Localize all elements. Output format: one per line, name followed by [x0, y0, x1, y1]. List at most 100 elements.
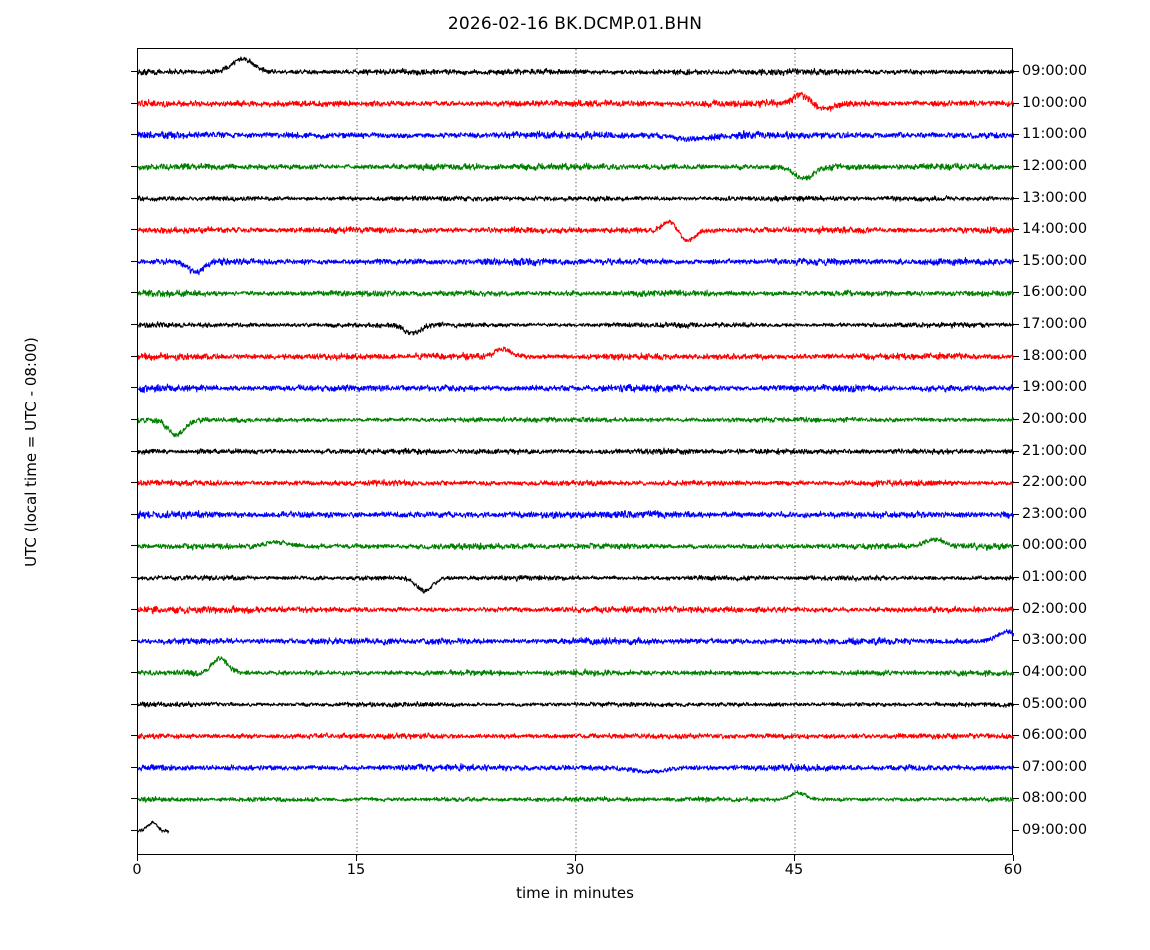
- y-axis-right-tick-mark: [1013, 830, 1019, 832]
- waveform-trace: [138, 447, 1014, 456]
- y-axis-right-tick-label: 14:00:00: [1022, 221, 1088, 238]
- y-axis-left-tick-mark: [131, 418, 137, 420]
- y-axis-right-tick-label: 09:00:00: [1022, 822, 1088, 838]
- waveform-trace: [138, 655, 1014, 677]
- y-axis-left-tick-mark: [131, 197, 137, 199]
- x-axis-tick-label: 30: [565, 862, 585, 878]
- waveform-trace: [138, 820, 170, 834]
- y-axis-right-tick-mark: [1013, 134, 1019, 136]
- waveform-trace: [138, 219, 1014, 243]
- y-axis-right-tick-mark: [1013, 197, 1019, 199]
- chart-title: 2026-02-16 BK.DCMP.01.BHN: [447, 14, 703, 34]
- waveform-trace: [138, 56, 1014, 77]
- y-axis-right-tick-label: 07:00:00: [1022, 758, 1088, 775]
- y-axis-right-tick-label: 21:00:00: [1022, 442, 1088, 459]
- waveform-trace: [138, 700, 1014, 708]
- y-axis-right-tick-label: 12:00:00: [1022, 157, 1088, 174]
- waveform-trace: [138, 732, 1014, 740]
- y-axis-right-tick-mark: [1013, 482, 1019, 484]
- y-axis-left-tick-mark: [131, 71, 137, 73]
- waveform-trace: [138, 790, 1014, 803]
- y-axis-left-tick-mark: [131, 671, 137, 673]
- waveform-trace: [138, 321, 1014, 336]
- waveform-trace: [138, 509, 1014, 520]
- plot-area: [137, 48, 1014, 856]
- x-axis-tick-label: 45: [784, 862, 804, 878]
- y-axis-right-tick-label: 04:00:00: [1022, 663, 1088, 680]
- y-axis-right-tick-mark: [1013, 292, 1019, 294]
- y-axis-right-tick-label: 03:00:00: [1022, 632, 1088, 649]
- y-axis-left-tick-mark: [131, 165, 137, 167]
- y-axis-left-tick-mark: [131, 545, 137, 547]
- y-axis-right-tick-mark: [1013, 355, 1019, 357]
- y-axis-left-tick-mark: [131, 640, 137, 642]
- y-axis-right-tick-mark: [1013, 229, 1019, 231]
- y-axis-right-tick-mark: [1013, 577, 1019, 579]
- y-axis-right-tick-label: 10:00:00: [1022, 94, 1088, 111]
- waveform-trace: [138, 346, 1014, 362]
- y-axis-right-tick-mark: [1013, 798, 1019, 800]
- y-axis-right-tick-label: 23:00:00: [1022, 505, 1088, 522]
- x-axis-tick-label: 0: [132, 862, 142, 878]
- waveform-trace: [138, 130, 1014, 143]
- x-axis-tick-mark: [356, 855, 358, 861]
- x-axis-tick-mark: [575, 855, 577, 861]
- waveform-trace: [138, 478, 1014, 488]
- y-axis-right-tick-mark: [1013, 640, 1019, 642]
- y-axis-right-tick-mark: [1013, 735, 1019, 737]
- y-axis-left-tick-mark: [131, 703, 137, 705]
- y-axis-right-tick-label: 13:00:00: [1022, 189, 1088, 206]
- y-axis-right-tick-label: 11:00:00: [1022, 126, 1088, 143]
- y-axis-left-tick-mark: [131, 292, 137, 294]
- y-axis-label: UTC (local time = UTC - 08:00): [22, 337, 40, 567]
- waveform-trace: [138, 162, 1014, 181]
- y-axis-left-tick-mark: [131, 260, 137, 262]
- y-axis-left-tick-mark: [131, 608, 137, 610]
- y-axis-right-tick-label: 00:00:00: [1022, 537, 1088, 554]
- y-axis-right-tick-label: 15:00:00: [1022, 252, 1088, 269]
- y-axis-right-tick-mark: [1013, 671, 1019, 673]
- y-axis-right-tick-mark: [1013, 260, 1019, 262]
- y-axis-right-tick-label: 18:00:00: [1022, 347, 1088, 364]
- y-axis-right-tick-label: 22:00:00: [1022, 474, 1088, 491]
- waveform-trace: [138, 574, 1014, 594]
- y-axis-left-tick-mark: [131, 355, 137, 357]
- y-axis-right-tick-mark: [1013, 418, 1019, 420]
- y-axis-right-tick-label: 20:00:00: [1022, 410, 1088, 427]
- y-axis-right-tick-mark: [1013, 766, 1019, 768]
- y-axis-left-tick-mark: [131, 830, 137, 832]
- waveform-trace: [138, 537, 1014, 551]
- y-axis-right-tick-mark: [1013, 165, 1019, 167]
- waveform-trace: [138, 416, 1014, 438]
- y-axis-left-tick-mark: [131, 798, 137, 800]
- y-axis-right-tick-mark: [1013, 608, 1019, 610]
- y-axis-right-tick-label: 19:00:00: [1022, 379, 1088, 396]
- y-axis-right-tick-mark: [1013, 545, 1019, 547]
- y-axis-left-tick-mark: [131, 450, 137, 452]
- x-axis-tick-mark: [137, 855, 139, 861]
- y-axis-right-tick-label: 01:00:00: [1022, 569, 1088, 585]
- waveform-trace: [138, 383, 1014, 394]
- y-axis-right-tick-label: 06:00:00: [1022, 727, 1088, 744]
- y-axis-left-tick-mark: [131, 102, 137, 104]
- x-axis-label: time in minutes: [516, 884, 634, 902]
- y-axis-right-tick-mark: [1013, 102, 1019, 104]
- y-axis-left-tick-mark: [131, 324, 137, 326]
- y-axis-right-tick-label: 09:00:00: [1022, 63, 1088, 79]
- x-axis-tick-mark: [794, 855, 796, 861]
- x-axis-tick-mark: [1013, 855, 1015, 861]
- y-axis-right-tick-mark: [1013, 450, 1019, 452]
- waveform-trace: [138, 763, 1014, 774]
- y-axis-right-tick-label: 05:00:00: [1022, 695, 1088, 712]
- waveform-trace: [138, 256, 1014, 276]
- waveform-trace: [138, 628, 1014, 646]
- y-axis-left-tick-mark: [131, 134, 137, 136]
- y-axis-right-tick-label: 17:00:00: [1022, 316, 1088, 332]
- x-axis-tick-label: 60: [1003, 862, 1023, 878]
- waveform-canvas: [138, 49, 1014, 856]
- y-axis-right-tick-mark: [1013, 513, 1019, 515]
- y-axis-left-tick-mark: [131, 513, 137, 515]
- waveform-trace: [138, 605, 1014, 615]
- waveform-trace: [138, 195, 1014, 203]
